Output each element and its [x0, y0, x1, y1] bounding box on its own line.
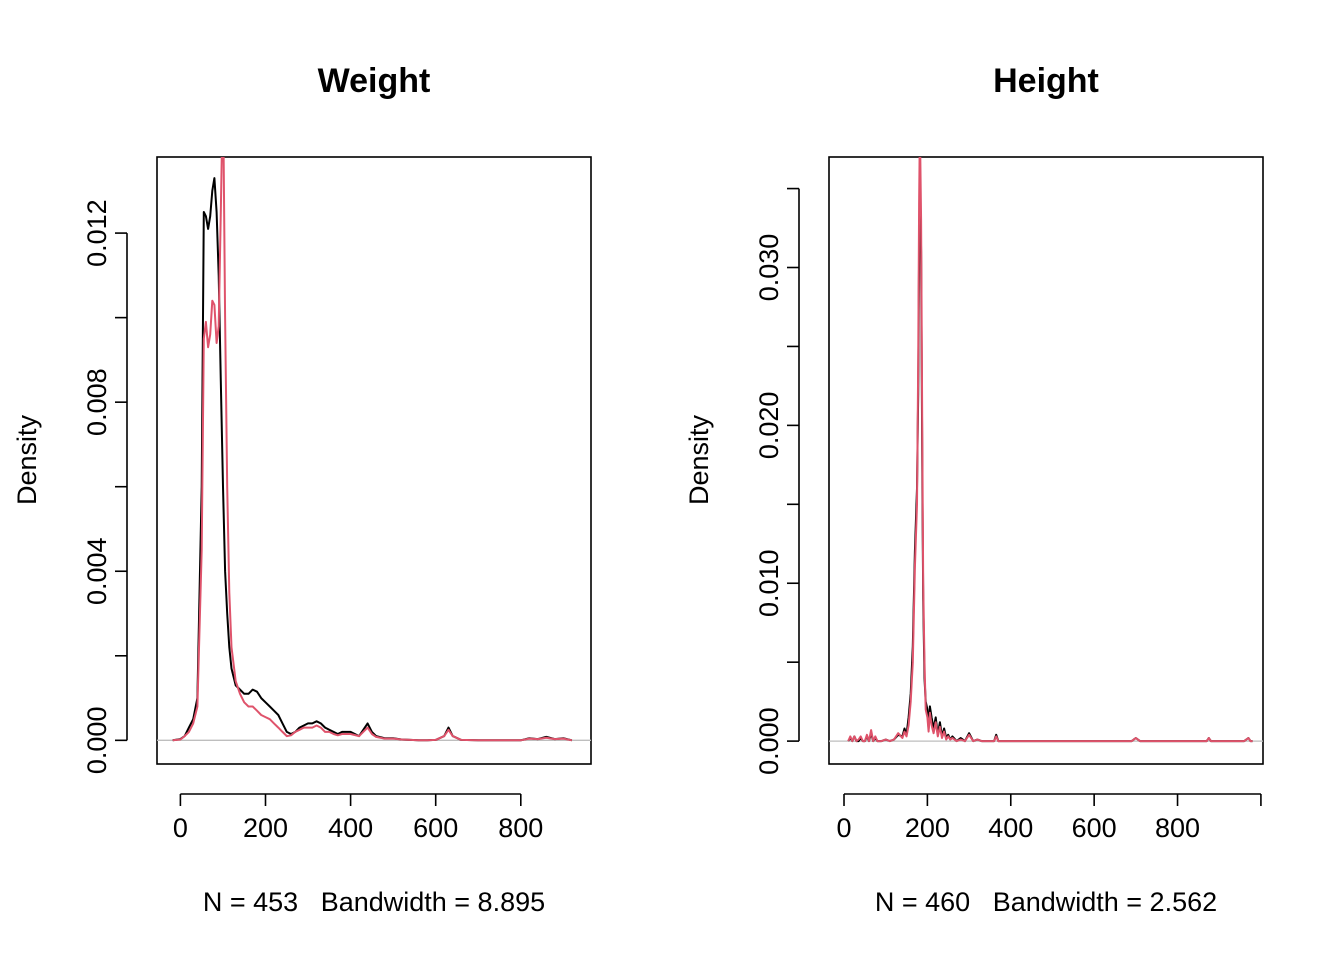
- weight-y-tick-label: 0.008: [82, 368, 112, 436]
- weight-x-tick-label: 400: [328, 813, 373, 843]
- weight-x-tick-label: 0: [173, 813, 188, 843]
- weight-y-axis-label: Density: [12, 414, 42, 505]
- height-x-tick-label: 800: [1155, 813, 1200, 843]
- weight-y-tick-label: 0.012: [82, 199, 112, 267]
- weight-density-panel: Weight 0 200 400 600 800 0.000 0.004 0.008 0.01…: [12, 62, 592, 917]
- weight-x-axis-label: N = 453 Bandwidth = 8.895: [203, 887, 545, 917]
- weight-y-axis: 0.000 0.004 0.008 0.012: [82, 199, 128, 775]
- height-chart-title: Height: [993, 62, 1099, 100]
- weight-y-tick-label: 0.000: [82, 707, 112, 775]
- height-y-axis: 0.000 0.010 0.020 0.030: [754, 187, 800, 775]
- height-y-tick-label: 0.030: [754, 234, 784, 302]
- weight-x-tick-label: 800: [498, 813, 543, 843]
- weight-x-axis: 0 200 400 600 800: [173, 793, 543, 843]
- height-x-tick-label: 400: [988, 813, 1033, 843]
- height-x-tick-label: 200: [905, 813, 950, 843]
- weight-plot-frame: [156, 156, 592, 765]
- height-x-tick-label: 600: [1072, 813, 1117, 843]
- weight-y-tick-label: 0.004: [82, 537, 112, 605]
- height-x-tick-label: 0: [836, 813, 851, 843]
- weight-x-tick-label: 200: [243, 813, 288, 843]
- weight-density-line-red: [172, 157, 573, 742]
- height-y-tick-label: 0.010: [754, 549, 784, 617]
- height-plot-frame: [828, 156, 1264, 765]
- height-x-axis: 0 200 400 600 800: [836, 793, 1262, 843]
- height-y-tick-label: 0.020: [754, 392, 784, 460]
- height-x-axis-label: N = 460 Bandwidth = 2.562: [875, 887, 1217, 917]
- height-density-panel: Height 0 200 400 600 800 0.000 0.010 0.020 0.03…: [684, 62, 1264, 917]
- height-density-line-red: [847, 157, 1253, 743]
- height-y-tick-label: 0.000: [754, 707, 784, 775]
- weight-series-layer: [172, 157, 573, 742]
- weight-chart-title: Weight: [318, 62, 431, 100]
- height-series-layer: [847, 157, 1253, 743]
- weight-x-tick-label: 600: [413, 813, 458, 843]
- height-y-axis-label: Density: [684, 414, 714, 505]
